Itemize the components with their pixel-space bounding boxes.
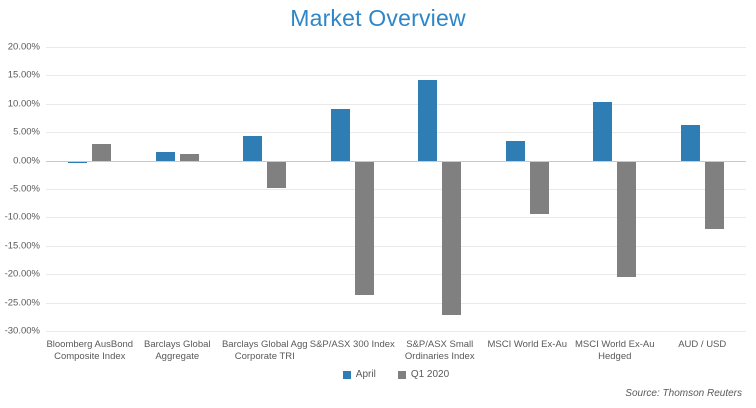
x-axis-label: Barclays Global Aggregate [143, 339, 211, 362]
x-axis-label: Barclays Global Agg Corporate TRI [221, 339, 308, 362]
x-axis-label: Bloomberg AusBond Composite Index [46, 339, 134, 362]
legend-label: Q1 2020 [410, 369, 450, 380]
y-axis-tick-label: -30.00% [4, 325, 40, 337]
x-axis-label: S&P/ASX Small Ordinaries Index [404, 339, 475, 362]
legend-swatch-icon [397, 370, 406, 379]
legend-swatch-icon [342, 370, 351, 379]
gridline [46, 274, 746, 276]
bar-april [505, 141, 525, 161]
y-axis-tick-label: 0.00% [13, 155, 40, 167]
bar-q1-2020 [617, 161, 637, 277]
gridline [46, 189, 746, 190]
legend-item: April [342, 369, 376, 380]
bar-april [330, 109, 350, 161]
y-axis-tick-label: 5.00% [13, 126, 40, 138]
y-axis-tick-label: -20.00% [4, 268, 40, 280]
bar-april [243, 135, 263, 161]
zero-gridline [46, 160, 746, 162]
y-axis-tick-label: -10.00% [4, 211, 40, 223]
bar-april [418, 79, 438, 161]
bar-q1-2020 [92, 143, 112, 161]
bar-q1-2020 [442, 161, 462, 315]
x-axis-label: AUD / USD [678, 339, 727, 350]
y-axis-tick-label: -25.00% [4, 297, 40, 309]
chart-title: Market Overview [290, 5, 466, 31]
y-axis-tick-label: 15.00% [7, 69, 40, 81]
x-axis-label: S&P/ASX 300 Index [309, 339, 395, 350]
bar-q1-2020 [179, 153, 199, 161]
bar-april [155, 152, 175, 161]
legend-label: April [355, 369, 376, 380]
y-axis-tick-label: 20.00% [7, 41, 40, 53]
plot-area [46, 47, 746, 332]
source-note: Source: Thomson Reuters [625, 388, 742, 399]
x-axis-label: MSCI World Ex-Au [487, 339, 568, 350]
bar-april [680, 125, 700, 161]
x-axis-label: MSCI World Ex-Au Hedged [574, 339, 655, 362]
bar-q1-2020 [704, 161, 724, 230]
bar-april [68, 161, 88, 163]
y-axis-tick-label: -5.00% [9, 183, 40, 195]
legend-item: Q1 2020 [397, 369, 450, 380]
bar-q1-2020 [267, 161, 287, 188]
gridline [46, 302, 746, 304]
bar-q1-2020 [529, 161, 549, 214]
legend: April Q1 2020 [46, 369, 746, 380]
gridline [46, 217, 746, 219]
bar-q1-2020 [354, 161, 374, 295]
gridline [46, 47, 746, 48]
y-axis-tick-label: -15.00% [4, 240, 40, 252]
gridline [46, 245, 746, 247]
gridline [46, 331, 746, 332]
bar-april [593, 101, 613, 161]
gridline [46, 75, 746, 77]
gridline [46, 132, 746, 134]
gridline [46, 103, 746, 105]
y-axis-tick-label: 10.00% [7, 98, 40, 110]
